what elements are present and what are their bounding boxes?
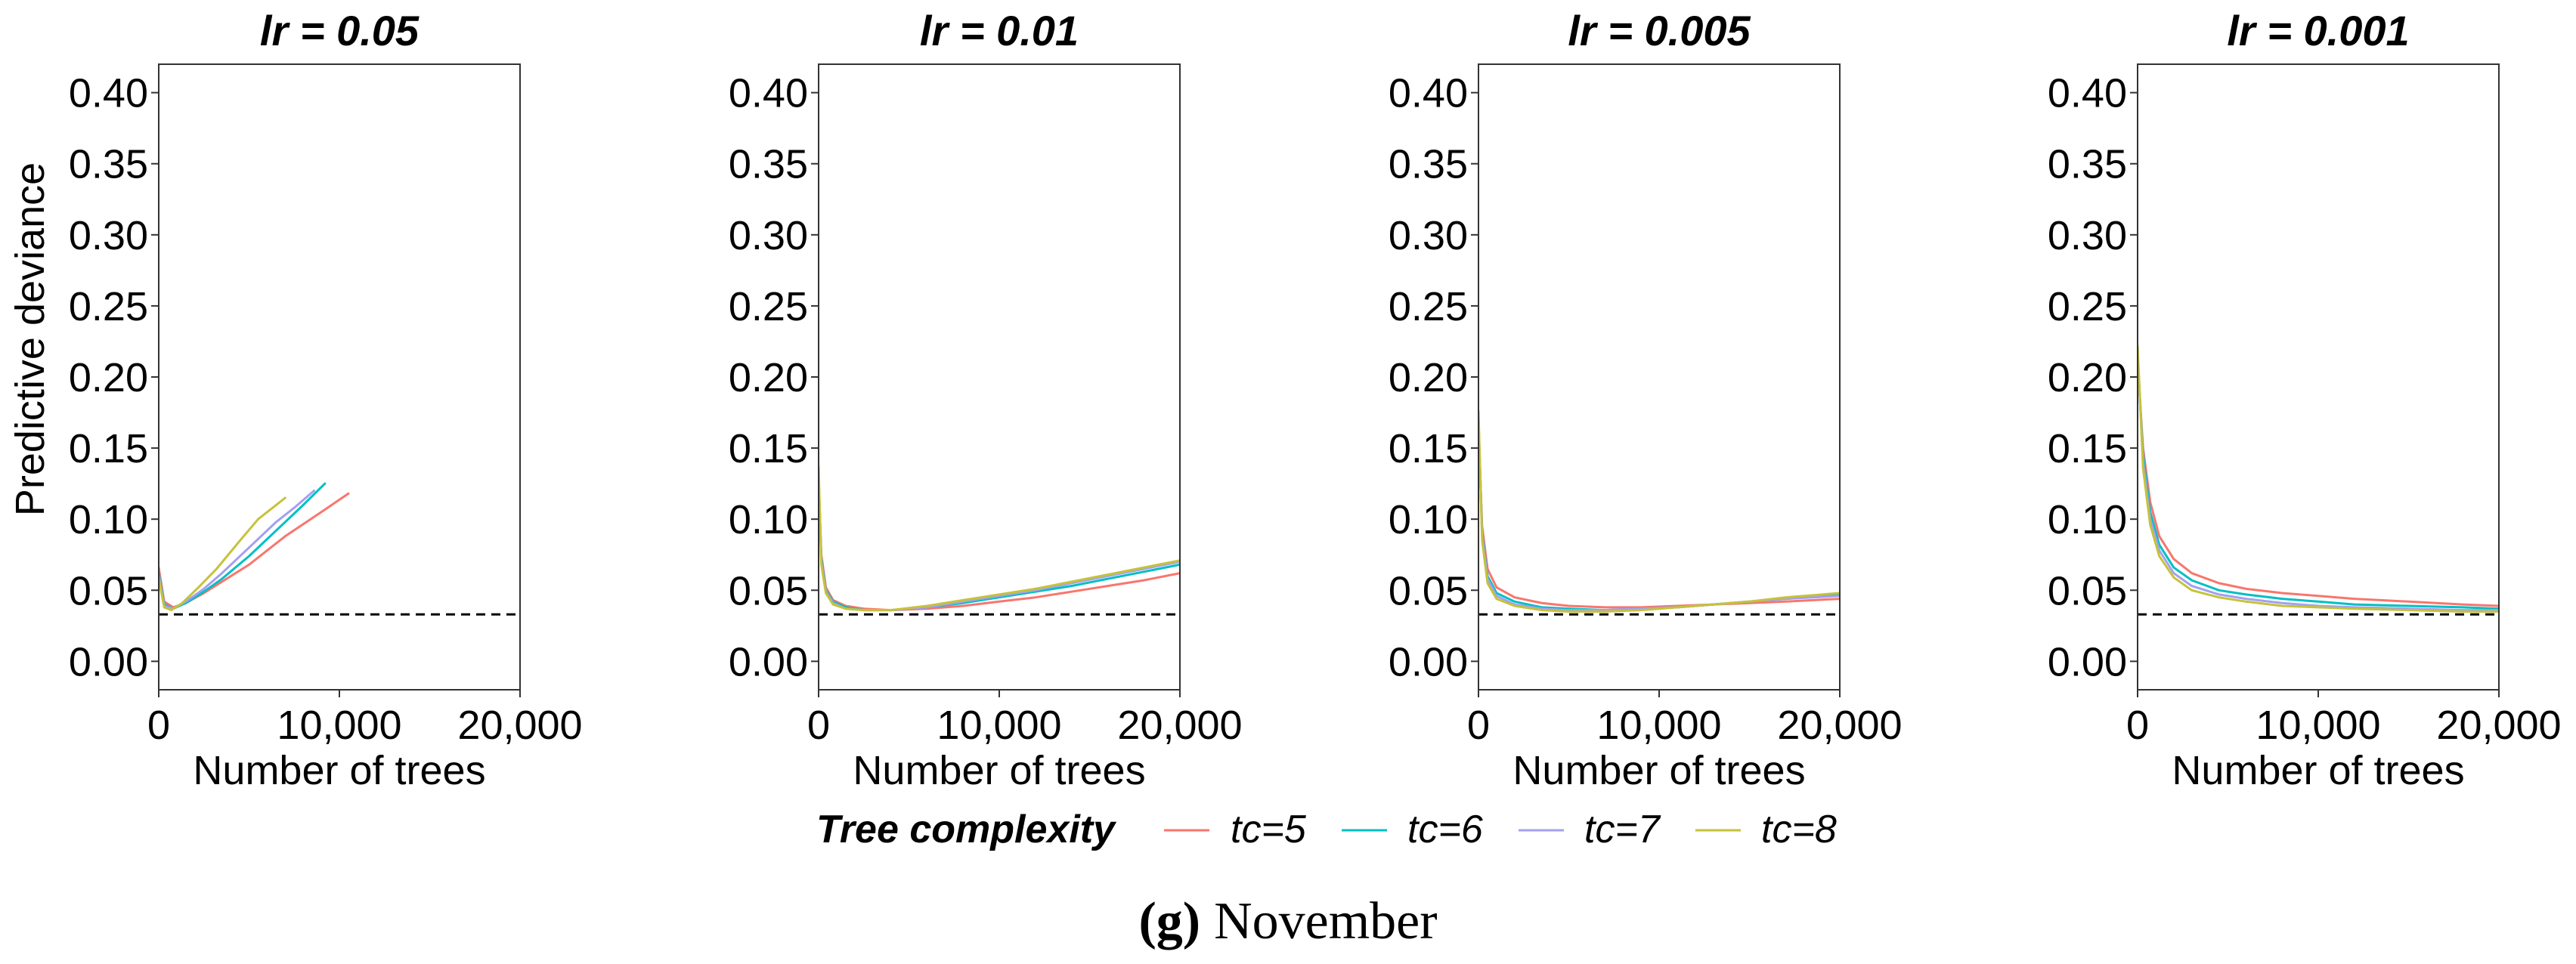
- panel-1: lr = 0.05 0.00 0.05 0.10 0.15 0.20 0.25 0.30 0.3…: [8, 7, 583, 793]
- y-tick-label: 0.30: [729, 213, 808, 258]
- y-tick-label: 0.30: [2048, 213, 2127, 258]
- x-axis-title: Number of trees: [193, 748, 485, 793]
- y-tick-label: 0.35: [2048, 142, 2127, 187]
- y-tick-label: 0.30: [69, 213, 148, 258]
- y-tick-label: 0.05: [1389, 568, 1468, 613]
- series-line-tc7: [2138, 350, 2499, 612]
- y-tick-label: 0.00: [1389, 639, 1468, 684]
- series-line-tc8: [819, 465, 1180, 612]
- series-line-tc8: [2138, 345, 2499, 613]
- y-tick-label: 0.05: [2048, 568, 2127, 613]
- y-tick-label: 0.05: [69, 568, 148, 613]
- y-tick-label: 0.25: [2048, 284, 2127, 329]
- y-tick-label: 0.40: [1389, 71, 1468, 116]
- x-tick-label: 10,000: [1596, 703, 1721, 748]
- series-line-tc8: [159, 496, 286, 612]
- y-tick-label: 0.10: [1389, 497, 1468, 542]
- series-line-tc6: [819, 475, 1180, 612]
- y-tick-label: 0.05: [729, 568, 808, 613]
- panel-4: lr = 0.001 0.00 0.05 0.10 0.15 0.20 0.25 0.30 0.…: [2048, 7, 2562, 793]
- y-tick-label: 0.10: [2048, 497, 2127, 542]
- y-tick-label: 0.00: [2048, 639, 2127, 684]
- x-tick-label: 0: [147, 703, 170, 748]
- series-line-tc5: [159, 492, 350, 609]
- y-tick-label: 0.00: [729, 639, 808, 684]
- y-tick-label: 0.15: [69, 426, 148, 471]
- panel-2: lr = 0.01 0.00 0.05 0.10 0.15 0.20 0.25 0.30 0.3…: [729, 7, 1243, 793]
- x-axis-title: Number of trees: [1512, 748, 1805, 793]
- legend-label-tc8: tc=8: [1761, 808, 1837, 851]
- series-line-tc7: [159, 490, 315, 610]
- legend-label-tc5: tc=5: [1231, 808, 1307, 851]
- series-line-tc5: [819, 482, 1180, 612]
- y-tick-label: 0.00: [69, 639, 148, 684]
- series-line-tc6: [1478, 419, 1840, 612]
- panel-title: lr = 0.005: [1568, 7, 1751, 54]
- y-tick-label: 0.20: [2048, 355, 2127, 400]
- plot-border: [158, 63, 521, 691]
- y-tick-label: 0.10: [729, 497, 808, 542]
- y-tick-label: 0.35: [69, 142, 148, 187]
- series-line-tc7: [819, 471, 1180, 612]
- y-tick-label: 0.35: [729, 142, 808, 187]
- x-tick-label: 0: [807, 703, 830, 748]
- x-tick-label: 0: [2126, 703, 2149, 748]
- series-line-tc6: [2138, 354, 2499, 610]
- y-tick-label: 0.25: [1389, 284, 1468, 329]
- legend-label-tc6: tc=6: [1407, 808, 1483, 851]
- legend: Tree complexity tc=5 tc=6 tc=7 tc=8: [816, 808, 1837, 851]
- y-tick-label: 0.15: [1389, 426, 1468, 471]
- panel-title: lr = 0.001: [2227, 7, 2409, 54]
- y-tick-label: 0.30: [1389, 213, 1468, 258]
- x-tick-label: 20,000: [1117, 703, 1242, 748]
- x-tick-label: 10,000: [277, 703, 401, 748]
- y-tick-label: 0.25: [729, 284, 808, 329]
- y-tick-label: 0.20: [69, 355, 148, 400]
- y-tick-label: 0.40: [2048, 71, 2127, 116]
- x-tick-label: 10,000: [937, 703, 1061, 748]
- y-tick-label: 0.20: [729, 355, 808, 400]
- y-tick-label: 0.10: [69, 497, 148, 542]
- caption-letter: (g): [1138, 892, 1200, 950]
- svg-text:(g)November: (g) November: [1138, 892, 1437, 950]
- series-line-tc5: [2138, 361, 2499, 607]
- y-tick-label: 0.40: [69, 71, 148, 116]
- y-tick-label: 0.25: [69, 284, 148, 329]
- plot-border: [1478, 63, 1841, 691]
- y-tick-label: 0.40: [729, 71, 808, 116]
- series-line-tc5: [1478, 425, 1840, 609]
- series-line-tc8: [1478, 409, 1840, 613]
- plot-border: [818, 63, 1181, 691]
- x-tick-label: 0: [1467, 703, 1490, 748]
- plot-border: [2137, 63, 2500, 691]
- x-axis-title: Number of trees: [853, 748, 1145, 793]
- x-axis-title: Number of trees: [2172, 748, 2464, 793]
- panel-3: lr = 0.005 0.00 0.05 0.10 0.15 0.20 0.25 0.30 0.…: [1389, 7, 1903, 793]
- caption: (g) November: [1138, 892, 1437, 950]
- x-tick-label: 20,000: [457, 703, 582, 748]
- legend-title: Tree complexity: [816, 808, 1117, 851]
- y-tick-label: 0.35: [1389, 142, 1468, 187]
- y-tick-label: 0.15: [729, 426, 808, 471]
- series-line-tc7: [1478, 416, 1840, 612]
- legend-label-tc7: tc=7: [1584, 808, 1661, 851]
- panel-title: lr = 0.05: [260, 7, 420, 54]
- x-tick-label: 10,000: [2256, 703, 2380, 748]
- y-axis-title: Predictive deviance: [8, 162, 53, 516]
- x-tick-label: 20,000: [1777, 703, 1902, 748]
- caption-text: November: [1214, 892, 1437, 950]
- x-tick-label: 20,000: [2436, 703, 2561, 748]
- panel-title: lr = 0.01: [920, 7, 1079, 54]
- y-tick-label: 0.20: [1389, 355, 1468, 400]
- y-tick-label: 0.15: [2048, 426, 2127, 471]
